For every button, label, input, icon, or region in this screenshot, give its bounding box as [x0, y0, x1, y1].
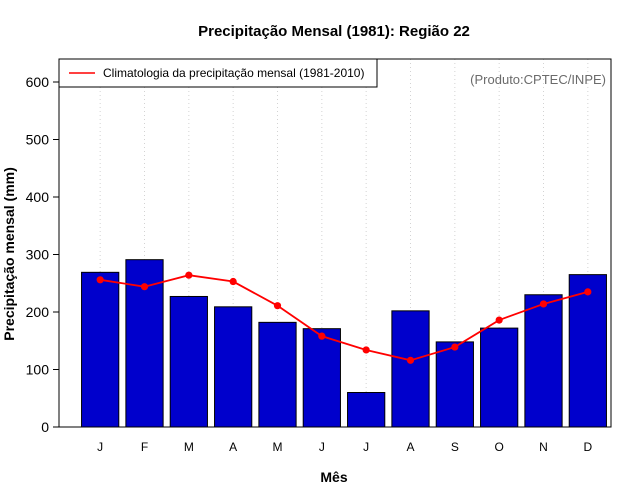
y-tick-label-600: 600 — [26, 74, 50, 90]
bar-8-A — [391, 310, 430, 428]
bar-5-M — [258, 321, 297, 428]
climatology-point-7 — [362, 346, 370, 354]
x-tick-label-9: S — [451, 440, 459, 454]
climatology-point-9 — [451, 343, 459, 351]
x-tick-label-10: O — [494, 440, 503, 454]
x-tick-label-3: M — [184, 440, 194, 454]
x-tick-label-7: J — [363, 440, 369, 454]
y-tick-label-200: 200 — [26, 304, 50, 320]
bar-10-O — [480, 327, 519, 428]
legend-box — [58, 58, 378, 88]
y-tick-label-500: 500 — [26, 132, 50, 148]
bar-9-S — [435, 341, 474, 428]
y-tick-label-100: 100 — [26, 362, 50, 378]
climatology-point-10 — [495, 316, 503, 324]
climatology-line — [100, 274, 589, 362]
legend: Climatologia da precipitação mensal (198… — [58, 58, 378, 88]
climatology-point-11 — [539, 300, 548, 308]
y-tick-label-0: 0 — [41, 419, 49, 435]
climatology-point-4 — [229, 277, 237, 286]
climatology-point-12 — [584, 288, 592, 296]
bar-11-N — [524, 294, 563, 428]
y-tick-label-400: 400 — [26, 189, 50, 205]
y-axis-label: Precipitação mensal (mm) — [1, 167, 17, 341]
bar-4-A — [214, 306, 253, 428]
y-tick-label-300: 300 — [26, 247, 50, 263]
chart-title: Precipitação Mensal (1981): Região 22 — [198, 23, 470, 40]
bar-1-J — [81, 271, 120, 428]
x-tick-label-11: N — [539, 440, 548, 454]
bar-3-M — [169, 295, 208, 428]
x-tick-label-1: J — [97, 440, 103, 454]
x-axis-label: Mês — [320, 469, 347, 485]
legend-label: Climatologia da precipitação mensal (198… — [103, 66, 364, 80]
x-tick-label-8: A — [406, 440, 414, 454]
climatology-point-6 — [318, 332, 326, 340]
climatology-point-3 — [185, 271, 193, 279]
climatology-point-5 — [273, 302, 282, 310]
bar-12-D — [568, 274, 607, 428]
y-axis: 0 100 200 300 400 500 600 — [26, 74, 59, 435]
x-tick-label-6: J — [319, 440, 325, 454]
source-annotation: (Produto:CPTEC/INPE) — [470, 72, 606, 87]
bar-6-J — [302, 328, 341, 428]
x-tick-label-2: F — [141, 440, 148, 454]
x-tick-label-5: M — [273, 440, 283, 454]
x-tick-label-4: A — [229, 440, 237, 454]
climatology-line-layer — [96, 271, 592, 364]
x-tick-label-12: D — [583, 440, 592, 454]
climatology-point-1 — [96, 276, 104, 284]
grid-layer — [99, 59, 589, 427]
climatology-point-8 — [406, 356, 415, 364]
bar-7-J — [347, 392, 386, 428]
climatology-point-2 — [140, 283, 149, 291]
